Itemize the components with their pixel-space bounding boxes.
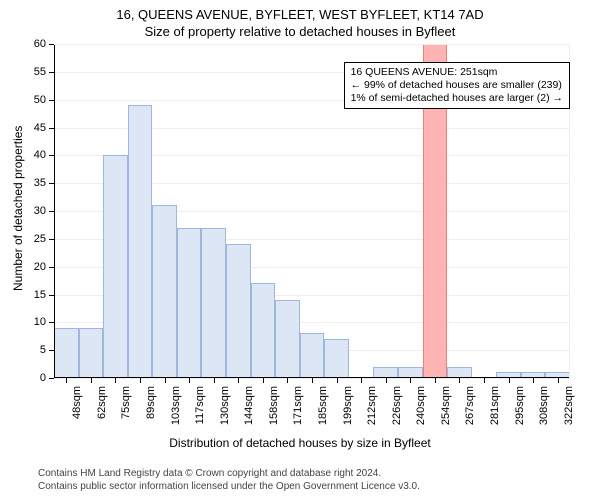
x-tick-label: 130sqm <box>219 386 231 425</box>
x-tick-mark <box>165 378 166 383</box>
y-tick-mark <box>49 183 54 184</box>
histogram-bar <box>152 205 177 378</box>
y-tick-mark <box>49 239 54 240</box>
x-tick-mark <box>189 378 190 383</box>
annotation-line-3: 1% of semi-detached houses are larger (2… <box>351 92 563 105</box>
y-tick-label: 10 <box>26 316 46 328</box>
footer-line-1: Contains HM Land Registry data © Crown c… <box>38 467 420 480</box>
x-tick-mark <box>386 378 387 383</box>
x-tick-label: 254sqm <box>440 386 452 425</box>
axis-line <box>54 44 570 45</box>
y-tick-mark <box>49 72 54 73</box>
histogram-bar <box>54 328 79 378</box>
x-tick-mark <box>435 378 436 383</box>
histogram-bar <box>103 155 128 378</box>
axis-line <box>54 44 55 378</box>
y-tick-mark <box>49 350 54 351</box>
y-tick-label: 15 <box>26 289 46 301</box>
footer-line-2: Contains public sector information licen… <box>38 480 420 493</box>
y-tick-label: 0 <box>26 372 46 384</box>
y-tick-label: 60 <box>26 38 46 50</box>
x-tick-mark <box>459 378 460 383</box>
histogram-bar <box>128 105 153 378</box>
histogram-bar <box>251 283 276 378</box>
x-tick-mark <box>115 378 116 383</box>
x-tick-label: 240sqm <box>415 386 427 425</box>
y-tick-label: 25 <box>26 233 46 245</box>
x-tick-mark <box>410 378 411 383</box>
x-tick-mark <box>533 378 534 383</box>
y-tick-mark <box>49 378 54 379</box>
x-tick-label: 117sqm <box>194 386 206 424</box>
y-tick-label: 40 <box>26 149 46 161</box>
x-tick-mark <box>337 378 338 383</box>
chart-annotation: 16 QUEENS AVENUE: 251sqm ← 99% of detach… <box>344 62 570 109</box>
x-tick-mark <box>140 378 141 383</box>
x-tick-mark <box>361 378 362 383</box>
x-tick-mark <box>509 378 510 383</box>
chart-subtitle: Size of property relative to detached ho… <box>0 24 600 40</box>
histogram-bar <box>324 339 349 378</box>
x-tick-label: 75sqm <box>120 386 132 419</box>
x-tick-label: 322sqm <box>563 386 575 425</box>
x-tick-label: 267sqm <box>464 386 476 425</box>
annotation-line-2: ← 99% of detached houses are smaller (23… <box>351 79 563 92</box>
histogram-bar <box>177 228 202 378</box>
y-tick-label: 45 <box>26 122 46 134</box>
y-tick-mark <box>49 44 54 45</box>
x-tick-mark <box>263 378 264 383</box>
x-tick-label: 158sqm <box>268 386 280 425</box>
x-axis-title: Distribution of detached houses by size … <box>0 436 600 450</box>
x-tick-mark <box>214 378 215 383</box>
x-tick-label: 212sqm <box>366 386 378 425</box>
chart-footer: Contains HM Land Registry data © Crown c… <box>38 467 420 493</box>
y-tick-label: 35 <box>26 177 46 189</box>
x-tick-mark <box>558 378 559 383</box>
x-tick-label: 89sqm <box>145 386 157 419</box>
y-tick-mark <box>49 322 54 323</box>
y-tick-label: 50 <box>26 94 46 106</box>
y-tick-mark <box>49 211 54 212</box>
y-tick-label: 55 <box>26 66 46 78</box>
chart-supertitle: 16, QUEENS AVENUE, BYFLEET, WEST BYFLEET… <box>0 7 600 23</box>
x-tick-mark <box>66 378 67 383</box>
y-tick-mark <box>49 267 54 268</box>
x-tick-mark <box>287 378 288 383</box>
annotation-line-1: 16 QUEENS AVENUE: 251sqm <box>351 66 563 79</box>
y-tick-label: 30 <box>26 205 46 217</box>
x-tick-label: 199sqm <box>342 386 354 425</box>
x-tick-mark <box>484 378 485 383</box>
histogram-bar <box>79 328 104 378</box>
x-tick-label: 171sqm <box>292 386 304 425</box>
x-tick-label: 185sqm <box>317 386 329 425</box>
y-tick-mark <box>49 128 54 129</box>
x-tick-label: 62sqm <box>96 386 108 419</box>
histogram-bar <box>275 300 300 378</box>
x-tick-label: 295sqm <box>514 386 526 425</box>
y-tick-mark <box>49 155 54 156</box>
y-axis-title: Number of detached properties <box>11 131 25 291</box>
x-tick-mark <box>312 378 313 383</box>
x-tick-label: 48sqm <box>71 386 83 419</box>
histogram-bar <box>226 244 251 378</box>
x-tick-label: 281sqm <box>489 386 501 425</box>
x-tick-label: 103sqm <box>170 386 182 425</box>
histogram-bar <box>201 228 226 378</box>
x-tick-label: 144sqm <box>243 386 255 425</box>
histogram-bar <box>300 333 325 378</box>
x-tick-label: 308sqm <box>538 386 550 425</box>
y-tick-label: 5 <box>26 344 46 356</box>
x-tick-mark <box>91 378 92 383</box>
x-tick-label: 226sqm <box>391 386 403 425</box>
chart-container: 16, QUEENS AVENUE, BYFLEET, WEST BYFLEET… <box>0 0 600 500</box>
x-tick-mark <box>238 378 239 383</box>
y-tick-mark <box>49 100 54 101</box>
y-tick-mark <box>49 295 54 296</box>
y-tick-label: 20 <box>26 261 46 273</box>
